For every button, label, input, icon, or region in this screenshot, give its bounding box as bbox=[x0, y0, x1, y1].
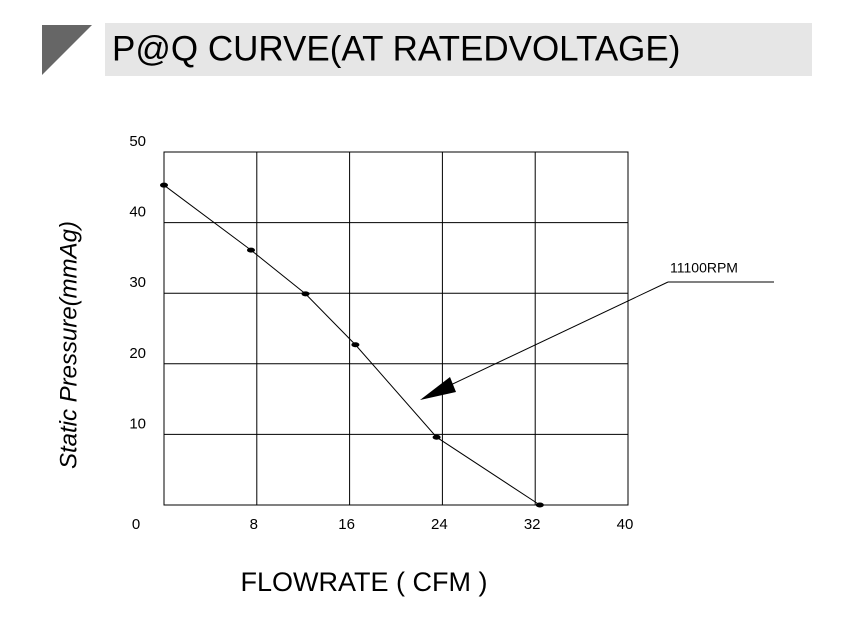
data-point bbox=[160, 182, 168, 188]
x-tick-label: 40 bbox=[617, 516, 634, 533]
data-point bbox=[535, 502, 544, 508]
x-axis-label: FLOWRATE ( CFM ) bbox=[241, 567, 488, 597]
plot-frame bbox=[163, 151, 629, 506]
data-line bbox=[163, 184, 541, 506]
y-tick-label: 40 bbox=[129, 204, 146, 221]
x-tick-label: 8 bbox=[250, 516, 258, 533]
data-point bbox=[432, 434, 441, 440]
annotation: 11100RPM bbox=[670, 260, 738, 276]
annotation-arrow bbox=[420, 377, 456, 400]
chart-title: P@Q CURVE(AT RATEDVOLTAGE) bbox=[112, 29, 680, 68]
title-box bbox=[105, 23, 812, 76]
data-point bbox=[301, 291, 310, 297]
x-tick-label: 32 bbox=[524, 516, 541, 533]
x-tick-label: 0 bbox=[132, 516, 140, 533]
y-tick-label: 50 bbox=[129, 133, 146, 150]
y-tick-label: 10 bbox=[129, 415, 146, 432]
x-tick-label: 24 bbox=[431, 516, 448, 533]
y-axis-label: Static Pressure(mmAg) bbox=[55, 221, 82, 469]
data-point bbox=[247, 247, 255, 253]
annotation-line bbox=[439, 281, 669, 391]
y-tick-label: 30 bbox=[129, 274, 146, 291]
y-tick-label: 20 bbox=[129, 345, 146, 362]
title-marker bbox=[42, 25, 92, 75]
x-tick-label: 16 bbox=[338, 516, 355, 533]
data-point bbox=[351, 342, 360, 348]
